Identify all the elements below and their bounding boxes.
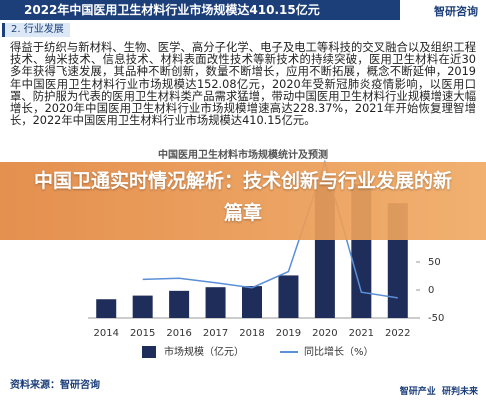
bar <box>169 290 190 318</box>
bar <box>242 286 262 318</box>
x-tick-label: 2017 <box>203 328 228 339</box>
y2-tick-label: -50 <box>428 313 444 324</box>
banner-title: 中国卫通实时情况解析：技术创新与行业发展的新篇章 <box>33 170 452 224</box>
bar <box>278 275 299 318</box>
x-tick-label: 2022 <box>385 328 410 339</box>
logo: 智研咨询 <box>434 5 478 18</box>
x-tick-label: 2015 <box>130 328 155 339</box>
banner <box>0 162 486 240</box>
x-tick-label: 2014 <box>93 328 118 339</box>
x-tick-label: 2020 <box>312 328 337 339</box>
x-tick-label: 2021 <box>349 328 374 339</box>
header-title: 2022年中国医用卫生材料行业市场规模达410.15亿元 <box>0 0 400 20</box>
bar <box>96 299 117 318</box>
slogan: 智研产业 研判未来 <box>399 387 478 397</box>
chart-title: 中国医用卫生材料市场规模统计及预测 <box>158 148 328 161</box>
legend-label: 同比增长（%） <box>304 345 374 358</box>
x-tick-label: 2018 <box>239 328 264 339</box>
paragraph: 得益于纺织与新材料、生物、医学、高分子化学、电子及电工等科技的交叉融合以及组织工… <box>10 41 476 128</box>
legend-label: 市场规模（亿元） <box>164 345 244 358</box>
legend-swatch <box>142 346 156 358</box>
source: 资料来源：智研咨询 <box>10 380 100 391</box>
x-tick-label: 2019 <box>276 328 301 339</box>
bar <box>132 295 153 318</box>
bar <box>205 287 226 318</box>
section-label: 2. 行业发展 <box>2 23 70 37</box>
y2-tick-label: 0 <box>428 285 434 296</box>
x-tick-label: 2016 <box>166 328 191 339</box>
y2-tick-label: 50 <box>428 257 441 268</box>
growth-line <box>142 159 398 299</box>
